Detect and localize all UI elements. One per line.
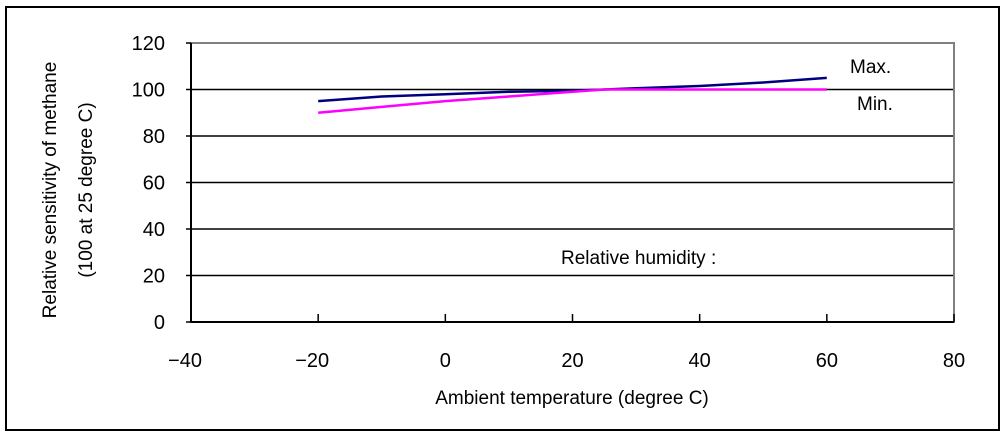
y-axis-label-line1: Relative sensitivity of methane: [40, 62, 61, 319]
y-tick-label: 80: [143, 126, 165, 148]
series-lines: [318, 76, 827, 115]
x-tick-label: 80: [943, 350, 965, 372]
x-tick-label: 0: [440, 350, 451, 372]
x-tick-label: 20: [561, 350, 583, 372]
x-tick-label: −20: [295, 350, 329, 372]
y-tick-label: 0: [154, 312, 165, 334]
y-tick-label: 40: [143, 219, 165, 241]
y-tick-label: 20: [143, 266, 165, 288]
y-axis-label-line2: (100 at 25 degree C): [76, 102, 97, 277]
series-line-min: [318, 88, 827, 115]
gridlines: [191, 88, 954, 277]
x-axis-label: Ambient temperature (degree C): [435, 388, 709, 409]
x-tick-label: −40: [168, 350, 202, 372]
y-tick-label: 60: [143, 173, 165, 195]
legend-label-min: Min.: [857, 94, 893, 115]
chart-frame: [5, 6, 1000, 431]
y-ticks: 0 20 40 60 80 100 120: [132, 33, 191, 334]
legend-label-max: Max.: [850, 57, 891, 78]
legend-labels: Max. Min.: [850, 57, 893, 115]
x-tick-label: 40: [689, 350, 711, 372]
x-ticks: −40 −20 0 20 40 60 80: [168, 314, 965, 372]
x-tick-label: 60: [816, 350, 838, 372]
annotation-relative-humidity: Relative humidity :: [561, 248, 716, 269]
y-tick-label: 100: [132, 80, 165, 102]
y-tick-label: 120: [132, 33, 165, 55]
